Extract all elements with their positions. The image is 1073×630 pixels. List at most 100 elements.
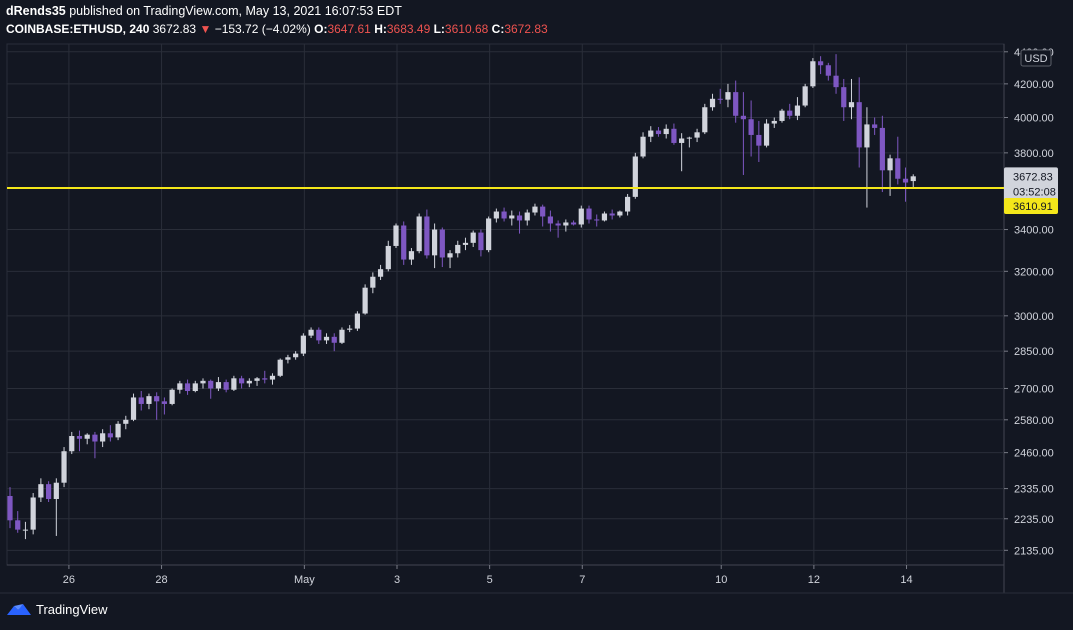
chart-grid (0, 43, 1073, 594)
candle-body (779, 110, 785, 121)
open-label: O: (314, 22, 328, 36)
candle-body (717, 98, 723, 100)
candle-body (107, 433, 113, 438)
candle (586, 205, 592, 224)
last-price: 3672.83 (152, 22, 197, 36)
y-tick-label: 3000.00 (1014, 311, 1054, 323)
candle-body (439, 229, 445, 258)
candle (702, 103, 708, 135)
candle-body (154, 396, 160, 402)
candle-body (169, 389, 175, 404)
candle (802, 83, 808, 108)
candle (547, 210, 553, 232)
candle (516, 211, 523, 234)
candle-body (563, 222, 569, 226)
close-value: 3672.83 (504, 22, 548, 36)
candle-body (910, 176, 916, 182)
candle (486, 216, 492, 253)
candle-body (902, 178, 909, 183)
candle (239, 375, 245, 389)
candle (578, 205, 584, 228)
candle (169, 388, 175, 406)
candle (161, 397, 167, 415)
countdown-text: 03:52:08 (1013, 186, 1056, 198)
candle (200, 378, 206, 389)
symbol-label: COINBASE:ETHUSD, 240 (6, 22, 150, 36)
candle (740, 92, 746, 175)
price-axis[interactable]: 4400.004200.004000.003800.003400.003200.… (1004, 47, 1054, 558)
currency-label: USD (1024, 53, 1047, 65)
candle (331, 333, 337, 352)
candle (748, 100, 754, 157)
candle (123, 415, 129, 430)
candle-body (470, 232, 476, 243)
candle (570, 220, 577, 226)
candle (879, 115, 885, 193)
candle-body (69, 436, 75, 452)
candle (22, 521, 29, 540)
candle-body (787, 110, 793, 116)
candle (254, 377, 260, 386)
published-text: published on TradingView.com, May 13, 20… (69, 4, 402, 18)
candle (416, 213, 422, 254)
candle-body (432, 229, 438, 256)
candle-body (370, 276, 376, 288)
candle-body (76, 436, 83, 439)
candle-body (192, 383, 198, 392)
candle (192, 380, 198, 393)
candle-body (285, 357, 291, 360)
low-value: 3610.68 (444, 22, 489, 36)
candle-body (401, 225, 407, 260)
y-tick-label: 2700.00 (1014, 383, 1054, 395)
candle (432, 223, 438, 269)
candle-body (385, 245, 391, 270)
candle-body (339, 329, 345, 343)
candle-body (239, 378, 245, 384)
candle-body (771, 120, 777, 124)
candle-body (887, 158, 893, 171)
candle-body (362, 287, 368, 314)
candle-body (686, 137, 692, 139)
time-axis[interactable]: 26 28 May 3 5 7 10 12 14 (63, 565, 913, 586)
candle-body (200, 380, 206, 384)
candle-body (748, 119, 754, 135)
candle-body (231, 378, 237, 390)
candle-body (578, 208, 584, 225)
candle-body (632, 156, 638, 197)
price-change: −153.72 (−4.02%) (214, 22, 311, 36)
x-tick-label: 3 (394, 574, 400, 586)
candle-body (416, 216, 422, 252)
candle-body (300, 335, 306, 354)
x-tick-label: 14 (900, 574, 912, 586)
tradingview-logo-icon[interactable] (6, 601, 32, 617)
candle-body (509, 215, 515, 219)
candle (756, 120, 762, 162)
candle (138, 391, 144, 411)
candle (393, 223, 399, 249)
candle (115, 421, 121, 441)
candle-body (794, 105, 801, 116)
candle (841, 78, 847, 121)
candle-body (100, 433, 106, 442)
candle-body (38, 484, 44, 498)
candle-body (293, 353, 299, 358)
candle-body (377, 269, 384, 277)
candle (540, 204, 546, 227)
candle-body (570, 222, 577, 225)
candle (69, 431, 75, 455)
candle-body (709, 98, 716, 108)
candle (269, 373, 276, 385)
candle (717, 88, 723, 104)
y-tick-label: 2335.00 (1014, 484, 1054, 496)
down-arrow-icon: ▼ (199, 22, 212, 36)
brand-name[interactable]: TradingView (36, 601, 108, 617)
candle-body (655, 130, 662, 135)
candle (524, 209, 530, 226)
author-name[interactable]: dRends35 (6, 4, 66, 18)
candle-body (246, 380, 252, 384)
y-tick-label: 2135.00 (1014, 545, 1054, 557)
hline-badge (1004, 198, 1058, 215)
candle (354, 311, 360, 331)
candle-body (856, 102, 862, 148)
